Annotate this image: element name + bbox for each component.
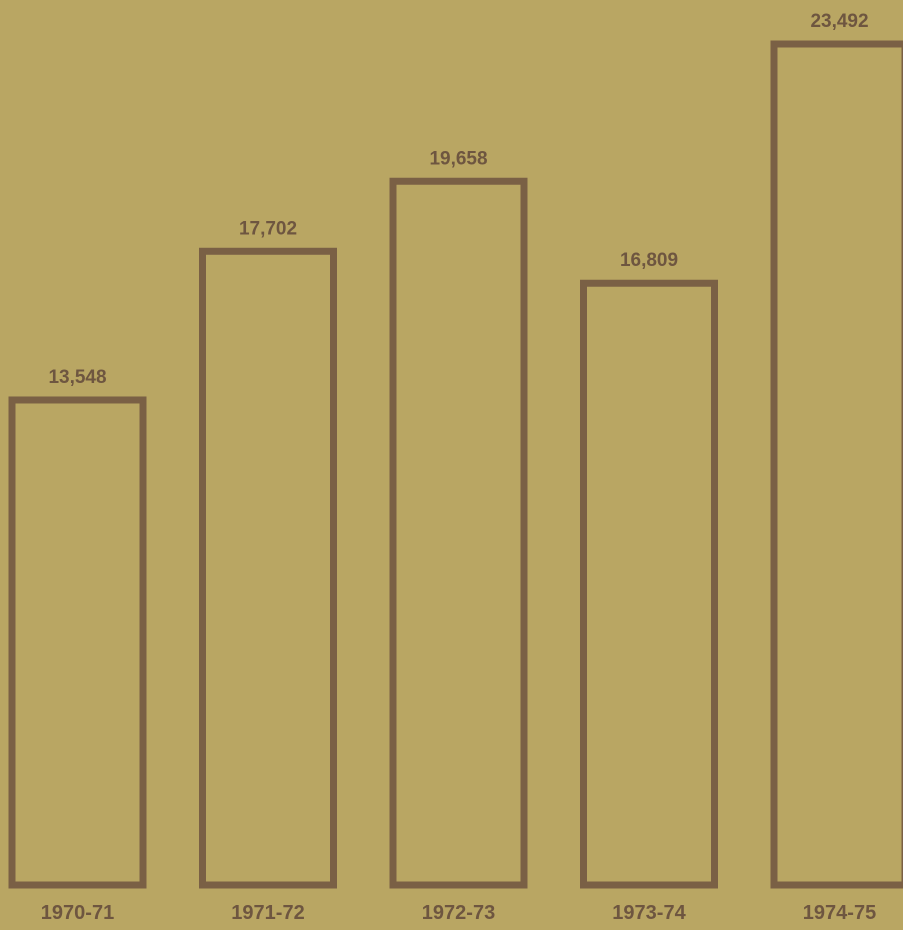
value-label-1973-74: 16,809 — [620, 250, 678, 271]
bar-1973-74 — [580, 279, 718, 889]
category-label-1971-72: 1971-72 — [231, 902, 304, 924]
bar-1971-72 — [199, 247, 337, 889]
bar-1972-73 — [389, 177, 528, 889]
bar-1970-71 — [8, 396, 147, 889]
category-label-1972-73: 1972-73 — [422, 902, 495, 924]
category-label-1974-75: 1974-75 — [803, 902, 876, 924]
category-labels-group: 1970-71 1971-72 1972-73 1973-74 1974-75 — [41, 902, 876, 924]
category-label-1970-71: 1970-71 — [41, 902, 114, 924]
value-label-1971-72: 17,702 — [239, 218, 297, 239]
bars-group — [8, 40, 903, 889]
value-labels-group: 13,548 17,702 19,658 16,809 23,492 — [48, 11, 868, 388]
category-label-1973-74: 1973-74 — [612, 902, 686, 924]
value-label-1974-75: 23,492 — [810, 11, 868, 32]
bar-1974-75 — [770, 40, 903, 889]
value-label-1972-73: 19,658 — [429, 148, 487, 169]
value-label-1970-71: 13,548 — [48, 367, 106, 388]
